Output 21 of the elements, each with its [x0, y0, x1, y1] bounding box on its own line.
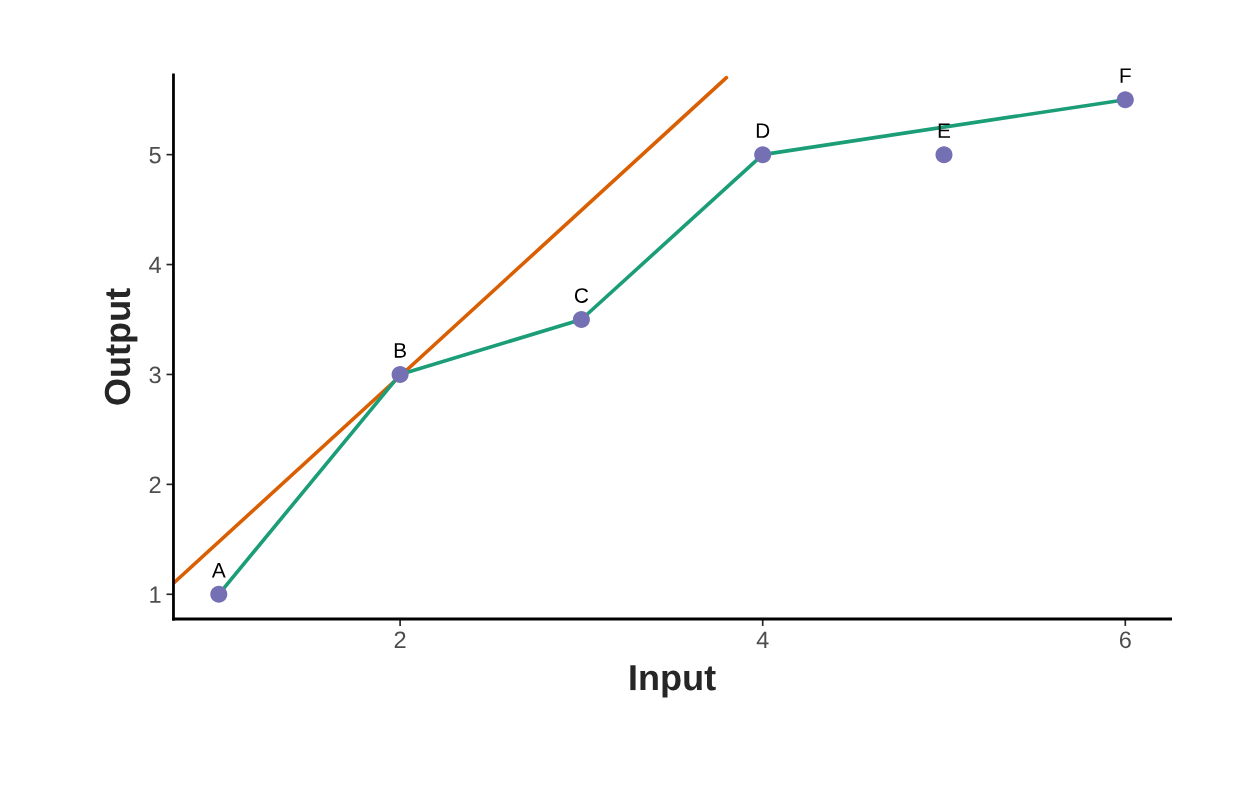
- point: [572, 311, 590, 329]
- point: [1116, 91, 1134, 109]
- point: [210, 585, 228, 603]
- y-axis-title: Output: [104, 288, 138, 405]
- point: [935, 146, 953, 164]
- annotation: C: [574, 288, 589, 303]
- point: [391, 365, 409, 383]
- y-tick-label: 1: [150, 586, 161, 603]
- x-tick-label: 4: [756, 631, 769, 648]
- y-tick-label: 3: [149, 366, 161, 384]
- y-tick-label: 5: [149, 146, 161, 164]
- x-tick-label: 6: [1119, 631, 1131, 649]
- y-tick-label: 2: [149, 476, 161, 493]
- annotation: D: [756, 123, 770, 138]
- annotation: B: [394, 343, 406, 358]
- y-tick-label: 4: [149, 256, 161, 274]
- x-axis-title: Input: [630, 665, 716, 698]
- x-tick-label: 2: [394, 631, 406, 648]
- point: [754, 146, 772, 164]
- annotation: A: [211, 563, 226, 578]
- annotation: F: [1120, 68, 1131, 83]
